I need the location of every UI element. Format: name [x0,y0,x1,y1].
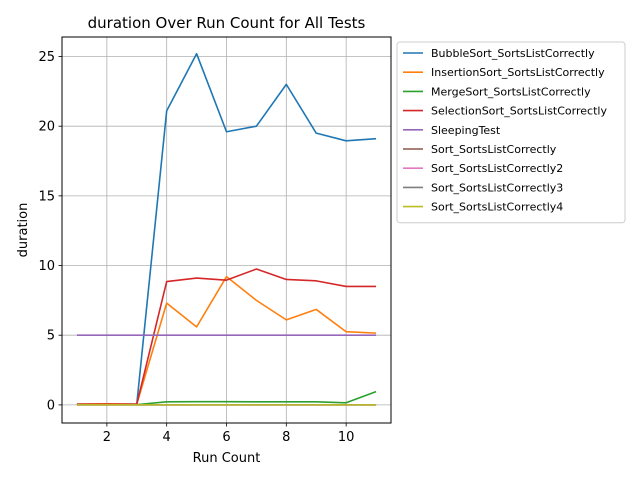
legend-label: SelectionSort_SortsListCorrectly [431,105,607,118]
legend-label: Sort_SortsListCorrectly4 [431,201,563,214]
legend-label: Sort_SortsListCorrectly3 [431,181,563,194]
x-axis-label: Run Count [193,451,261,466]
y-tick-label: 0 [47,398,55,413]
y-tick-label: 10 [38,259,55,274]
y-axis-label: duration [16,203,31,258]
y-tick-label: 20 [38,120,55,135]
y-tick-label: 25 [38,50,55,65]
grid [62,37,391,423]
legend-label: BubbleSort_SortsListCorrectly [431,47,595,60]
legend-label: Sort_SortsListCorrectly2 [431,162,563,175]
legend-box [396,41,626,224]
x-tick-label: 2 [103,430,111,445]
legend-label: SleepingTest [431,124,501,137]
y-tick-label: 5 [47,329,55,344]
legend-label: Sort_SortsListCorrectly [431,143,557,156]
series-lines [76,52,377,406]
axis-ticks: 2 4 6 8 10 0 5 10 15 20 25 [38,50,354,445]
legend-label: MergeSort_SortsListCorrectly [431,85,591,98]
legend-label: InsertionSort_SortsListCorrectly [431,66,605,79]
x-tick-label: 4 [163,430,171,445]
x-tick-label: 6 [222,430,230,445]
y-tick-label: 15 [38,189,55,204]
legend: BubbleSort_SortsListCorrectly InsertionSo… [396,41,626,224]
x-tick-label: 8 [282,430,290,445]
chart-title: duration Over Run Count for All Tests [88,14,366,32]
x-tick-label: 10 [338,430,355,445]
